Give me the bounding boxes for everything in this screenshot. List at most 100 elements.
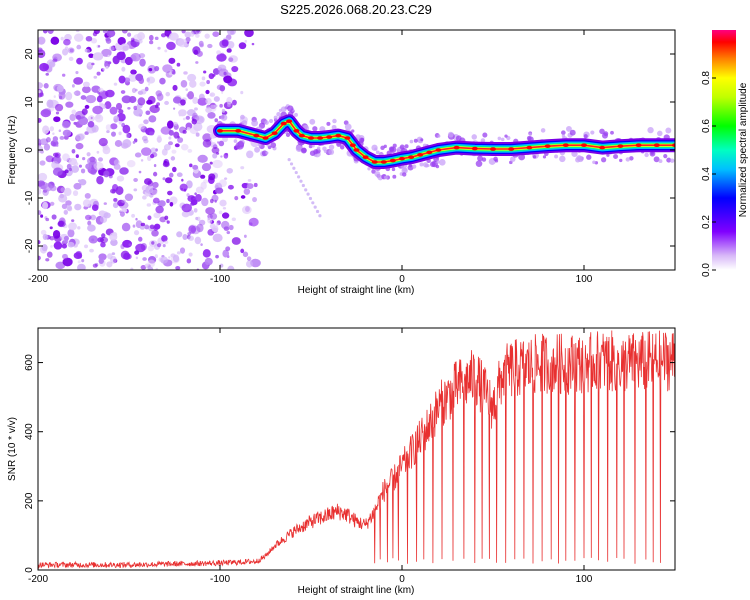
noise-speckle [132, 224, 136, 228]
noise-speckle [168, 136, 172, 140]
noise-speckle [121, 199, 126, 204]
noise-speckle [103, 212, 111, 219]
noise-speckle [38, 172, 48, 182]
noise-speckle [164, 100, 169, 106]
noise-speckle [91, 85, 101, 93]
noise-speckle [194, 236, 202, 245]
noise-speckle [144, 86, 149, 92]
ridge-peak [435, 148, 442, 152]
noise-speckle [245, 260, 253, 268]
snr-y-tick-label: 200 [24, 492, 35, 509]
noise-speckle [39, 62, 49, 72]
noise-speckle [228, 57, 234, 62]
ridge-halo-speckle [389, 146, 397, 154]
noise-speckle [187, 73, 197, 82]
noise-speckle [179, 183, 188, 192]
noise-speckle [244, 39, 248, 43]
ridge-halo-speckle [233, 139, 238, 143]
noise-speckle [168, 32, 179, 41]
noise-speckle [75, 70, 79, 75]
noise-speckle [118, 131, 122, 136]
noise-speckle [49, 235, 55, 241]
noise-speckle [52, 58, 58, 63]
noise-speckle [118, 109, 124, 114]
noise-speckle [177, 38, 188, 48]
noise-speckle [216, 50, 222, 55]
ridge-peak [293, 129, 300, 133]
noise-speckle [226, 96, 233, 105]
noise-speckle [212, 153, 218, 159]
ridge-halo-speckle [532, 155, 537, 159]
noise-speckle [304, 188, 308, 192]
ridge-halo-speckle [380, 145, 385, 151]
colorbar-gradient [712, 30, 736, 270]
noise-speckle [93, 30, 100, 35]
noise-speckle [106, 130, 110, 134]
noise-speckle [172, 84, 178, 91]
ridge-halo-speckle [475, 160, 483, 167]
noise-speckle [184, 31, 192, 38]
noise-speckle [61, 73, 66, 77]
noise-speckle [91, 124, 99, 133]
ridge-peak [544, 144, 551, 148]
noise-speckle [212, 233, 223, 243]
ridge-halo-speckle [497, 136, 502, 141]
noise-speckle [189, 163, 193, 168]
noise-speckle [98, 258, 104, 264]
noise-speckle [60, 36, 64, 41]
ridge-halo-speckle [658, 159, 663, 164]
noise-speckle [65, 91, 73, 101]
noise-speckle [73, 252, 83, 260]
spectrogram-y-label: Frequency (Hz) [7, 116, 18, 185]
noise-speckle [154, 254, 158, 259]
noise-speckle [98, 87, 104, 93]
noise-speckle [227, 40, 235, 49]
noise-speckle [173, 107, 176, 110]
ridge-halo-speckle [301, 147, 307, 153]
ridge-halo-speckle [625, 157, 631, 162]
snr-frame [37, 327, 676, 571]
ridge-halo-speckle [269, 118, 274, 124]
noise-speckle [64, 46, 69, 50]
noise-speckle [177, 137, 184, 143]
noise-speckle [154, 65, 160, 72]
noise-speckle [144, 224, 150, 230]
noise-speckle [168, 256, 171, 259]
noise-speckle [40, 229, 47, 235]
noise-speckle [92, 263, 98, 268]
spectrogram-y-ticks: -20 -10 0 10 20 [24, 48, 675, 253]
noise-speckle [176, 62, 181, 67]
noise-speckle [231, 237, 241, 245]
noise-speckle [42, 233, 48, 241]
noise-speckle [162, 244, 166, 248]
ridge-halo-speckle [528, 132, 532, 136]
noise-speckle [211, 225, 219, 233]
noise-speckle [121, 142, 129, 149]
ridge-halo-speckle [482, 132, 488, 138]
noise-speckle [180, 80, 188, 88]
ridge-peak [362, 155, 369, 159]
ridge-halo-speckle [619, 158, 623, 163]
ridge-peak [399, 156, 405, 161]
noise-speckle [221, 108, 226, 113]
colorbar-tick-label: 0.0 [701, 263, 712, 277]
ridge-halo-speckle [312, 126, 318, 132]
noise-speckle [246, 183, 254, 190]
noise-speckle [166, 120, 174, 129]
noise-speckle [38, 117, 42, 123]
noise-speckle [97, 45, 101, 48]
noise-speckle [135, 256, 139, 260]
noise-speckle [46, 251, 53, 258]
noise-speckle [200, 181, 207, 190]
noise-speckle [112, 184, 119, 192]
ridge-halo-speckle [438, 159, 446, 166]
noise-speckle [58, 194, 68, 203]
noise-speckle [225, 152, 229, 156]
noise-speckle [66, 205, 73, 211]
spectrogram-x-label: Height of straight line (km) [298, 285, 415, 296]
noise-speckle [43, 143, 51, 151]
noise-speckle [121, 222, 131, 232]
ridge-halo-speckle [540, 128, 546, 133]
noise-speckle [80, 168, 86, 174]
noise-speckle [146, 77, 150, 82]
